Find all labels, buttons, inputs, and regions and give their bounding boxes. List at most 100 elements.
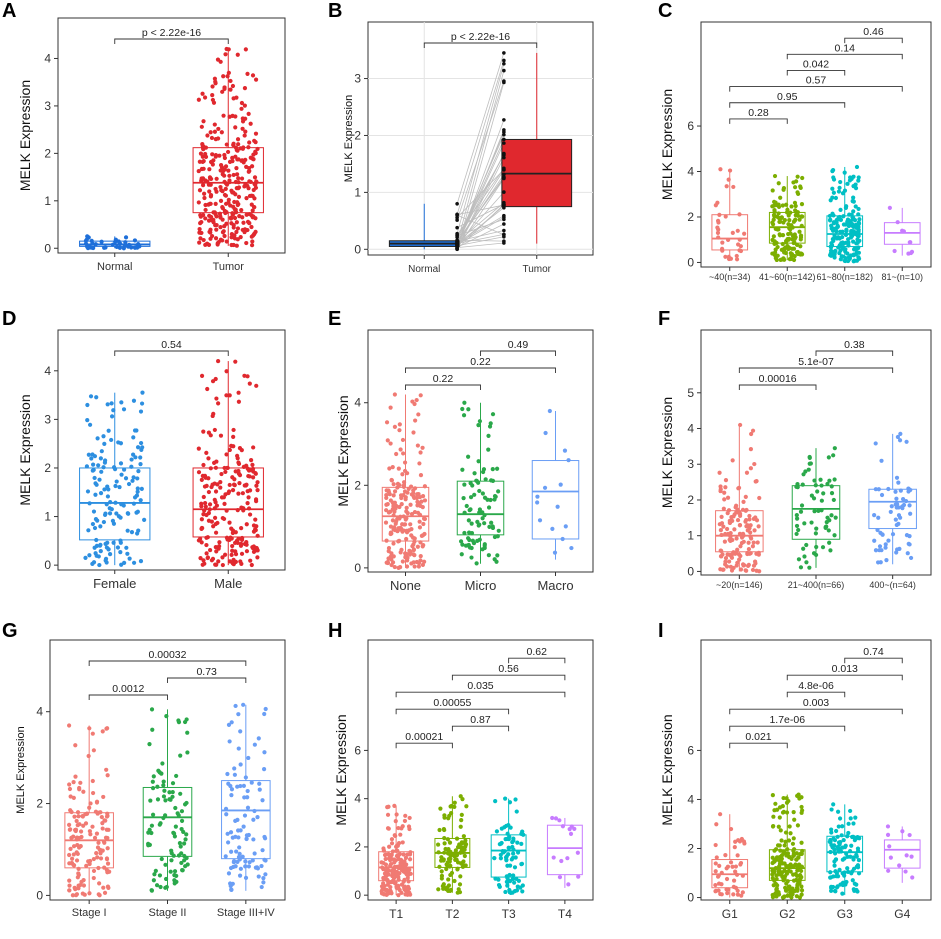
data-point: [212, 427, 217, 433]
data-point: [725, 237, 731, 243]
data-point: [840, 240, 845, 245]
pair-line: [456, 168, 505, 236]
data-point: [124, 545, 129, 550]
data-point: [482, 495, 488, 500]
data-point: [250, 239, 255, 244]
data-point: [900, 829, 905, 834]
data-point: [441, 886, 446, 891]
data-point: [789, 204, 794, 209]
data-point: [253, 131, 259, 136]
data-point: [132, 495, 138, 500]
data-point: [97, 543, 103, 548]
data-point: [180, 868, 185, 873]
data-point: [254, 483, 259, 488]
data-point: [200, 562, 205, 567]
data-point: [242, 103, 247, 108]
data-point: [247, 179, 252, 184]
data-point: [164, 714, 169, 719]
data-point: [728, 564, 733, 569]
y-tick-label: 2: [44, 461, 51, 475]
data-point: [212, 481, 217, 486]
data-point: [904, 853, 909, 858]
data-point: [103, 558, 108, 563]
data-point: [215, 242, 220, 247]
data-point: [466, 536, 471, 541]
y-tick-label: 3: [687, 457, 694, 471]
x-tick-label: T2: [445, 907, 459, 921]
comparison-pvalue: p < 2.22e-16: [451, 31, 510, 43]
data-point: [243, 129, 248, 134]
data-point: [838, 179, 843, 185]
comparison-bracket: [729, 708, 903, 715]
data-point: [247, 512, 253, 517]
data-point: [463, 838, 468, 843]
data-point: [482, 543, 487, 549]
data-point: [791, 836, 796, 841]
data-point: [848, 816, 853, 821]
data-point: [402, 460, 408, 465]
panel-label-f: F: [658, 308, 671, 330]
data-point: [102, 512, 108, 518]
data-point: [84, 464, 90, 469]
data-point: [384, 488, 389, 493]
data-point: [94, 543, 100, 548]
data-point: [233, 154, 238, 159]
data-point: [460, 542, 465, 547]
data-point: [743, 494, 748, 499]
data-point: [96, 554, 101, 559]
data-point: [412, 553, 417, 558]
data-point: [249, 224, 254, 230]
data-point: [716, 235, 721, 240]
data-point: [437, 864, 442, 869]
data-point: [520, 829, 525, 834]
data-point: [232, 766, 237, 771]
data-point: [730, 230, 735, 235]
data-point: [877, 544, 883, 549]
data-point: [494, 829, 500, 834]
panel-label-c: C: [658, 0, 673, 22]
data-point: [855, 834, 860, 840]
data-point: [131, 398, 137, 403]
data-point: [246, 506, 252, 511]
x-tick-label: Stage II: [149, 907, 187, 919]
data-point: [224, 239, 229, 244]
data-point: [875, 527, 880, 533]
data-point: [155, 797, 161, 802]
data-point: [101, 434, 106, 439]
comparison-pvalue: 0.013: [832, 663, 858, 675]
data-point: [883, 542, 888, 547]
data-point: [208, 159, 214, 165]
data-point: [799, 888, 805, 893]
comparison-pvalue: 1.7e-06: [769, 714, 805, 726]
data-point: [796, 527, 801, 533]
data-point: [399, 495, 404, 501]
data-point: [236, 461, 242, 466]
data-point: [745, 563, 751, 568]
data-point: [245, 805, 251, 810]
y-tick-label: 4: [44, 51, 51, 65]
data-point: [455, 866, 460, 871]
data-point: [250, 208, 255, 213]
data-point: [203, 216, 208, 221]
data-point: [784, 810, 790, 815]
data-point: [744, 507, 749, 513]
data-point: [237, 851, 242, 856]
data-point: [197, 240, 202, 245]
data-point: [127, 556, 132, 561]
data-point: [897, 546, 902, 551]
data-point: [203, 151, 208, 157]
data-point: [236, 185, 242, 190]
data-point: [853, 815, 858, 820]
pair-line: [457, 236, 504, 247]
data-point: [417, 512, 423, 517]
data-point: [214, 459, 219, 464]
data-point: [244, 836, 249, 842]
data-point: [910, 875, 915, 880]
data-point: [199, 176, 204, 181]
data-point: [741, 499, 746, 504]
data-point: [800, 482, 805, 487]
data-point: [388, 441, 393, 446]
data-point: [720, 248, 725, 253]
data-point: [408, 502, 413, 507]
data-point: [179, 809, 185, 814]
